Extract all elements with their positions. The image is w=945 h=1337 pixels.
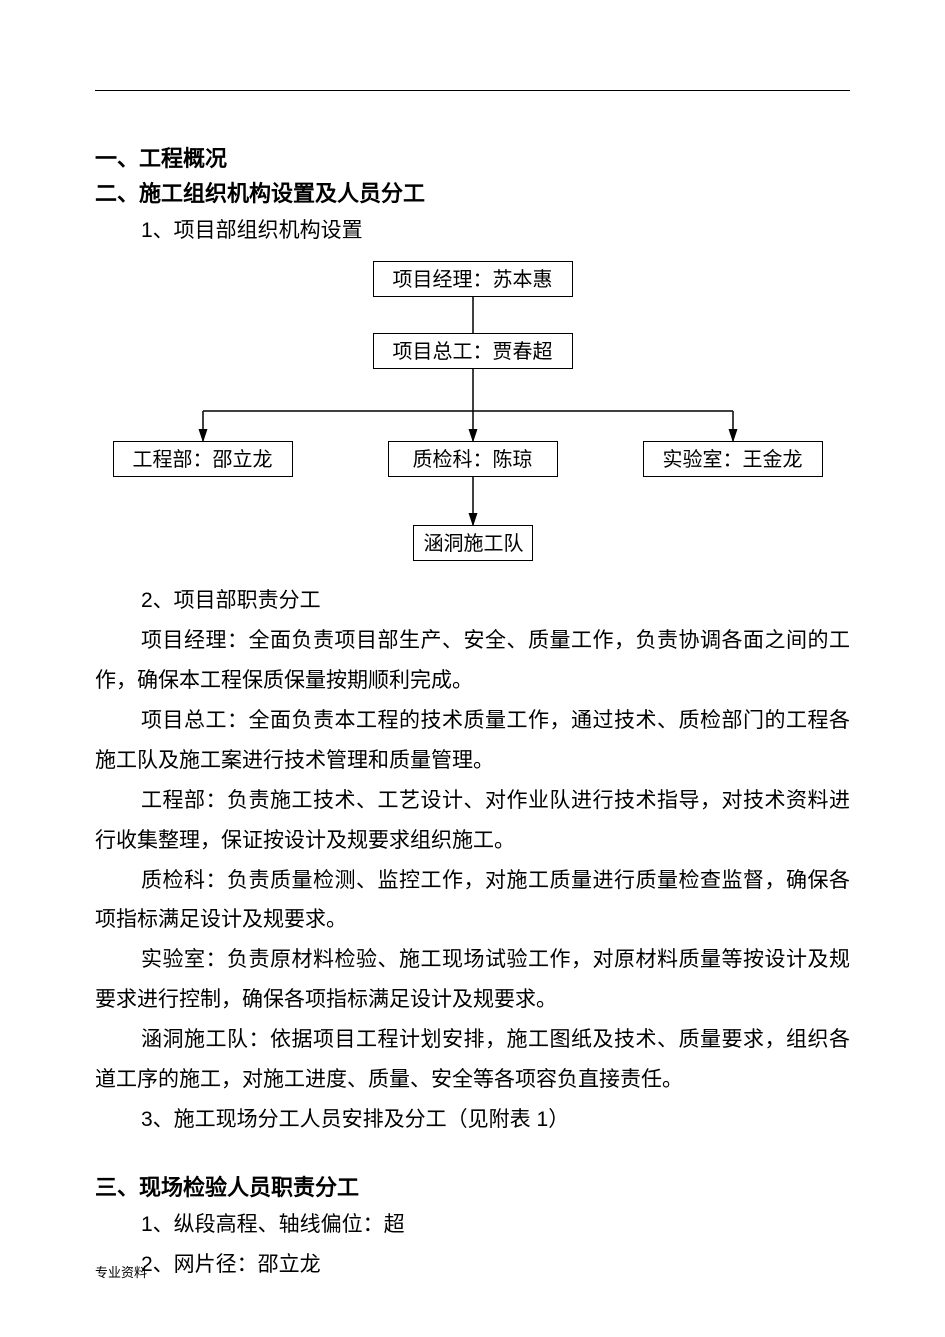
footer-text: 专业资料 (95, 1262, 147, 1281)
heading-2-2: 2、项目部职责分工 (95, 581, 850, 621)
heading-2: 二、施工组织机构设置及人员分工 (95, 176, 850, 211)
org-chart: 项目经理：苏本惠项目总工：贾春超工程部：邵立龙 质检科：陈琼 实验室：王金龙涵洞施工… (113, 261, 833, 561)
spacer (95, 1140, 850, 1170)
para-lab: 实验室：负责原材料检验、施工现场试验工作，对原材料质量等按设计及规要求进行控制，… (95, 940, 850, 1020)
heading-2-1: 1、项目部组织机构设置 (95, 211, 850, 251)
org-node-n1: 项目经理：苏本惠 (373, 261, 573, 297)
org-node-n3: 工程部：邵立龙 (113, 441, 293, 477)
para-qc: 质检科：负责质量检测、监控工作，对施工质量进行质量检查监督，确保各项指标满足设计… (95, 861, 850, 941)
heading-1: 一、工程概况 (95, 141, 850, 176)
org-chart-lines (113, 261, 833, 561)
heading-2-3: 3、施工现场分工人员安排及分工（见附表 1） (95, 1100, 850, 1140)
para-eng: 工程部：负责施工技术、工艺设计、对作业队进行技术指导，对技术资料进行收集整理，保… (95, 781, 850, 861)
org-node-n6: 涵洞施工队 (413, 525, 533, 561)
document-page: 一、工程概况 二、施工组织机构设置及人员分工 1、项目部组织机构设置 项目经理：… (0, 0, 945, 1337)
org-node-n4: 质检科：陈琼 (388, 441, 558, 477)
para-ce: 项目总工：全面负责本工程的技术质量工作，通过技术、质检部门的工程各施工队及施工案… (95, 701, 850, 781)
para-team: 涵洞施工队：依据项目工程计划安排，施工图纸及技术、质量要求，组织各道工序的施工，… (95, 1020, 850, 1100)
top-rule (95, 90, 850, 91)
heading-3: 三、现场检验人员职责分工 (95, 1170, 850, 1205)
org-node-n2: 项目总工：贾春超 (373, 333, 573, 369)
org-node-n5: 实验室：王金龙 (643, 441, 823, 477)
para-pm: 项目经理：全面负责项目部生产、安全、质量工作，负责协调各面之间的工作，确保本工程… (95, 621, 850, 701)
heading-3-2: 2、网片径：邵立龙 (95, 1245, 850, 1285)
heading-3-1: 1、纵段高程、轴线偏位：超 (95, 1205, 850, 1245)
